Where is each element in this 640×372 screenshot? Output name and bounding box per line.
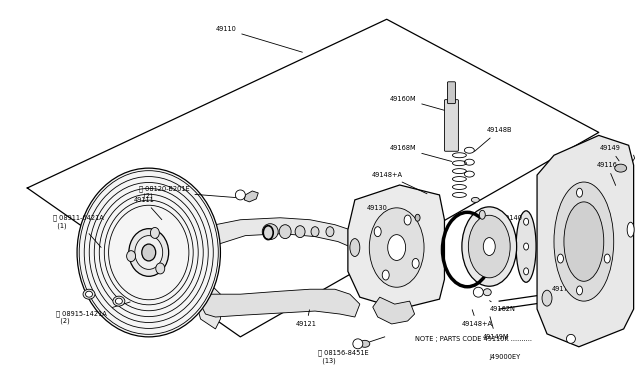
Ellipse shape [542,290,552,306]
Ellipse shape [113,296,125,306]
Ellipse shape [404,215,411,225]
Ellipse shape [279,225,291,238]
Circle shape [566,334,575,343]
Ellipse shape [127,251,136,262]
Circle shape [236,190,245,200]
Ellipse shape [471,198,479,202]
Text: 49111: 49111 [134,197,162,219]
Text: 49121: 49121 [296,310,317,327]
Text: NOTE ; PARTS CODE 49110K ..........: NOTE ; PARTS CODE 49110K .......... [415,336,532,342]
Text: 49144: 49144 [478,232,499,245]
Ellipse shape [374,227,381,237]
Text: 49149M: 49149M [483,317,509,340]
Text: ⓑ 08120-B201E
  (2): ⓑ 08120-B201E (2) [139,185,237,199]
Text: 49116: 49116 [596,162,618,185]
Ellipse shape [479,210,485,219]
Ellipse shape [86,291,93,297]
Ellipse shape [311,227,319,237]
Text: 49149: 49149 [600,145,621,161]
Ellipse shape [295,226,305,238]
Text: 49162N: 49162N [489,301,515,312]
Ellipse shape [524,243,529,250]
FancyBboxPatch shape [447,82,456,104]
Ellipse shape [388,235,406,260]
Text: ⓒ 08911-6421A
  (1): ⓒ 08911-6421A (1) [53,215,104,247]
Ellipse shape [326,227,334,237]
Text: 49170M: 49170M [547,286,579,296]
Ellipse shape [468,215,510,278]
Polygon shape [537,135,634,347]
Ellipse shape [150,227,159,238]
Polygon shape [348,185,444,309]
Ellipse shape [77,168,220,337]
Text: 49148+A: 49148+A [372,172,427,194]
Text: 4914B: 4914B [474,259,500,269]
Ellipse shape [516,211,536,282]
Polygon shape [200,289,360,317]
Text: Ⓡ 08156-8451E
  (13): Ⓡ 08156-8451E (13) [318,344,369,364]
Text: 49110: 49110 [216,26,303,52]
Text: 49140: 49140 [495,215,522,235]
Ellipse shape [564,202,604,281]
Ellipse shape [382,270,389,280]
Ellipse shape [483,289,492,296]
Ellipse shape [415,214,420,221]
Ellipse shape [462,207,516,286]
Ellipse shape [262,224,278,240]
Ellipse shape [360,340,370,347]
Ellipse shape [554,182,614,301]
Ellipse shape [156,263,164,274]
Polygon shape [244,191,259,202]
Ellipse shape [135,235,163,269]
Text: ⓒ 08915-1421A
  (2): ⓒ 08915-1421A (2) [56,302,130,324]
Ellipse shape [350,238,360,256]
Ellipse shape [614,164,627,172]
Ellipse shape [524,218,529,225]
Text: 49148B: 49148B [474,128,512,151]
Text: 49168M: 49168M [390,145,452,161]
Ellipse shape [83,289,95,299]
Ellipse shape [627,222,634,237]
Text: 49160M: 49160M [390,96,450,112]
Ellipse shape [483,238,495,256]
Ellipse shape [524,268,529,275]
Ellipse shape [604,254,610,263]
Ellipse shape [129,229,169,276]
Circle shape [474,287,483,297]
FancyBboxPatch shape [444,100,458,151]
Ellipse shape [142,244,156,261]
Ellipse shape [369,208,424,287]
Text: J49000EY: J49000EY [489,354,520,360]
Polygon shape [193,218,358,329]
Text: Ⓐ: Ⓐ [570,336,573,341]
Ellipse shape [577,286,582,295]
Polygon shape [372,297,415,324]
Text: 49148+A: 49148+A [461,310,492,327]
Text: 49130: 49130 [367,205,394,230]
Ellipse shape [412,259,419,268]
Ellipse shape [577,188,582,197]
Ellipse shape [557,254,563,263]
Circle shape [353,339,363,349]
Ellipse shape [115,298,122,304]
